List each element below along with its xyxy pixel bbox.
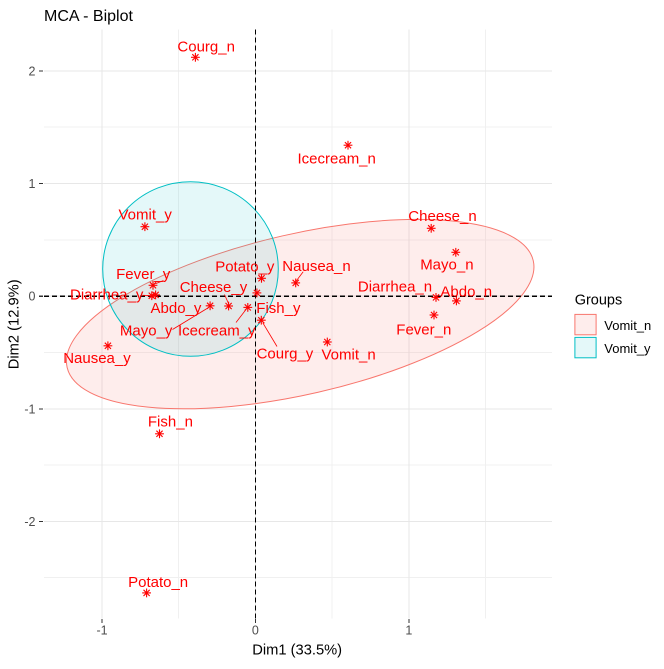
svg-text:Fish_n: Fish_n bbox=[148, 414, 193, 431]
svg-text:Nausea_n: Nausea_n bbox=[282, 258, 350, 275]
svg-text:1: 1 bbox=[405, 624, 412, 638]
svg-text:Nausea_y: Nausea_y bbox=[63, 350, 131, 367]
svg-text:Icecream_n: Icecream_n bbox=[298, 151, 376, 168]
svg-text:Abdo_y: Abdo_y bbox=[151, 300, 202, 317]
svg-text:Dim1 (33.5%): Dim1 (33.5%) bbox=[252, 642, 342, 658]
svg-text:Vomit_y: Vomit_y bbox=[119, 207, 173, 224]
svg-text:1: 1 bbox=[29, 177, 36, 191]
svg-text:Cheese_n: Cheese_n bbox=[408, 208, 476, 225]
svg-text:Fever_y: Fever_y bbox=[116, 266, 171, 283]
svg-text:2: 2 bbox=[29, 64, 36, 78]
svg-text:Diarrhea_y: Diarrhea_y bbox=[70, 287, 144, 304]
svg-text:Vomit_n: Vomit_n bbox=[322, 347, 376, 364]
svg-text:Courg_n: Courg_n bbox=[177, 39, 235, 56]
svg-text:-2: -2 bbox=[24, 515, 35, 529]
svg-text:Vomit_y: Vomit_y bbox=[604, 341, 651, 356]
svg-text:Vomit_n: Vomit_n bbox=[604, 318, 651, 333]
svg-text:Mayo_n: Mayo_n bbox=[420, 256, 473, 273]
svg-text:MCA - Biplot: MCA - Biplot bbox=[44, 8, 133, 25]
svg-text:Diarrhea_n: Diarrhea_n bbox=[358, 279, 432, 296]
svg-text:0: 0 bbox=[29, 290, 36, 304]
svg-text:Potato_n: Potato_n bbox=[128, 574, 188, 591]
svg-text:-1: -1 bbox=[24, 402, 35, 416]
svg-text:Dim2 (12.9%): Dim2 (12.9%) bbox=[7, 279, 23, 369]
svg-text:Mayo_y: Mayo_y bbox=[120, 323, 173, 340]
svg-text:Courg_y: Courg_y bbox=[257, 346, 314, 363]
svg-text:Icecream_y: Icecream_y bbox=[178, 323, 256, 340]
svg-text:Fish_y: Fish_y bbox=[256, 300, 301, 317]
svg-text:Cheese_y: Cheese_y bbox=[180, 279, 248, 296]
svg-text:Groups: Groups bbox=[575, 293, 623, 309]
svg-text:Fever_n: Fever_n bbox=[396, 322, 451, 339]
svg-text:Potato_y: Potato_y bbox=[215, 259, 275, 276]
svg-text:Abdo_n: Abdo_n bbox=[440, 283, 492, 300]
svg-text:0: 0 bbox=[252, 624, 259, 638]
svg-text:-1: -1 bbox=[96, 624, 107, 638]
